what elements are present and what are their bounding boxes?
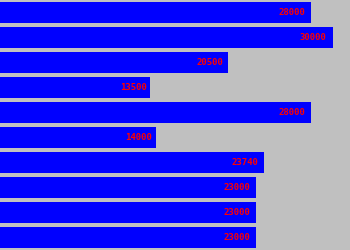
Text: 14000: 14000 <box>126 133 153 142</box>
Bar <box>0 177 256 198</box>
Bar <box>0 52 228 73</box>
Text: 28000: 28000 <box>278 108 305 117</box>
Bar <box>0 152 264 173</box>
Bar <box>0 102 311 123</box>
Bar <box>0 202 256 223</box>
Text: 23000: 23000 <box>224 208 251 217</box>
Text: 13500: 13500 <box>120 83 147 92</box>
Text: 23000: 23000 <box>224 233 251 242</box>
Text: 20500: 20500 <box>196 58 223 67</box>
Bar <box>0 227 256 248</box>
Text: 23740: 23740 <box>232 158 259 167</box>
Bar <box>0 77 150 98</box>
Text: 28000: 28000 <box>278 8 305 17</box>
Bar <box>0 27 333 48</box>
Text: 30000: 30000 <box>300 33 327 42</box>
Bar <box>0 127 155 148</box>
Bar <box>0 2 311 23</box>
Text: 23000: 23000 <box>224 183 251 192</box>
